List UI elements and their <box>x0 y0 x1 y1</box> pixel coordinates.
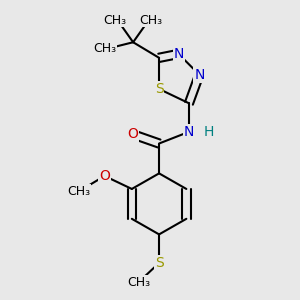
Text: O: O <box>99 169 110 183</box>
Text: CH₃: CH₃ <box>93 42 116 55</box>
Text: CH₃: CH₃ <box>67 185 90 198</box>
Text: N: N <box>173 47 184 61</box>
Text: N: N <box>184 125 194 139</box>
Text: O: O <box>128 128 139 141</box>
Text: H: H <box>203 125 214 139</box>
Text: CH₃: CH₃ <box>127 276 150 289</box>
Text: S: S <box>155 82 164 96</box>
Text: CH₃: CH₃ <box>103 14 127 27</box>
Text: CH₃: CH₃ <box>140 14 163 27</box>
Text: N: N <box>194 68 205 82</box>
Text: S: S <box>155 256 164 270</box>
